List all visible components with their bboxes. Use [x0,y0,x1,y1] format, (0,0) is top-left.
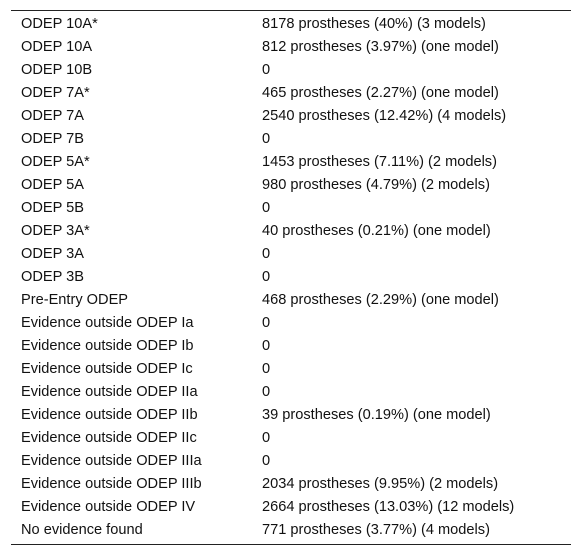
odep-level-cell: Evidence outside ODEP Ia [21,315,194,331]
prostheses-count-cell: 2540 prostheses (12.42%) (4 models) [262,108,507,124]
table-row: ODEP 5A* 1453 prostheses (7.11%) (2 model… [11,151,571,174]
odep-level-cell: Evidence outside ODEP IIIb [21,476,202,492]
table-row: Evidence outside ODEP IIIb 2034 prosthese… [11,473,571,496]
odep-rating-table: ODEP 10A* 8178 prostheses (40%) (3 models… [11,10,571,545]
odep-level-cell: Pre-Entry ODEP [21,292,129,308]
prostheses-count-cell: 2664 prostheses (13.03%) (12 models) [262,499,515,515]
prostheses-count-cell: 0 [262,361,271,377]
odep-level-cell: No evidence found [21,522,143,538]
table-row: No evidence found 771 prostheses (3.77%) … [11,519,571,545]
odep-level-cell: Evidence outside ODEP IIc [21,430,197,446]
prostheses-count-cell: 8178 prostheses (40%) (3 models) [262,16,486,32]
table-row: ODEP 3A 0 [11,243,571,266]
prostheses-count-cell: 2034 prostheses (9.95%) (2 models) [262,476,499,492]
table-row: ODEP 3B 0 [11,266,571,289]
odep-level-cell: ODEP 10A* [21,16,98,32]
odep-level-cell: ODEP 7A [21,108,84,124]
table-row: ODEP 10B 0 [11,59,571,82]
prostheses-count-cell: 0 [262,246,271,262]
odep-level-cell: ODEP 10A [21,39,93,55]
table-row: Evidence outside ODEP Ia 0 [11,312,571,335]
table-row: Evidence outside ODEP IV 2664 prostheses … [11,496,571,519]
prostheses-count-cell: 812 prostheses (3.97%) (one model) [262,39,499,55]
prostheses-count-cell: 0 [262,384,271,400]
odep-level-cell: ODEP 3A [21,246,84,262]
odep-level-cell: Evidence outside ODEP Ib [21,338,194,354]
table-row: ODEP 5A 980 prostheses (4.79%) (2 models) [11,174,571,197]
odep-level-cell: ODEP 5B [21,200,84,216]
prostheses-count-cell: 771 prostheses (3.77%) (4 models) [262,522,490,538]
prostheses-count-cell: 40 prostheses (0.21%) (one model) [262,223,491,239]
odep-level-cell: Evidence outside ODEP IIb [21,407,198,423]
table-row: ODEP 7A* 465 prostheses (2.27%) (one mode… [11,82,571,105]
prostheses-count-cell: 39 prostheses (0.19%) (one model) [262,407,491,423]
odep-table-container: ODEP 10A* 8178 prostheses (40%) (3 models… [11,10,571,545]
table-row: Pre-Entry ODEP 468 prostheses (2.29%) (on… [11,289,571,312]
table-row: ODEP 10A 812 prostheses (3.97%) (one mode… [11,36,571,59]
prostheses-count-cell: 0 [262,453,271,469]
prostheses-count-cell: 468 prostheses (2.29%) (one model) [262,292,499,308]
prostheses-count-cell: 0 [262,131,271,147]
prostheses-count-cell: 0 [262,200,271,216]
table-row: ODEP 7A 2540 prostheses (12.42%) (4 model… [11,105,571,128]
table-row: ODEP 7B 0 [11,128,571,151]
odep-level-cell: Evidence outside ODEP IIIa [21,453,202,469]
table-row: ODEP 3A* 40 prostheses (0.21%) (one model… [11,220,571,243]
odep-level-cell: ODEP 5A [21,177,84,193]
odep-level-cell: ODEP 7B [21,131,84,147]
table-body: ODEP 10A* 8178 prostheses (40%) (3 models… [11,11,571,545]
prostheses-count-cell: 465 prostheses (2.27%) (one model) [262,85,499,101]
table-row: Evidence outside ODEP Ib 0 [11,335,571,358]
prostheses-count-cell: 0 [262,269,271,285]
table-row: Evidence outside ODEP IIb 39 prostheses (… [11,404,571,427]
table-row: ODEP 5B 0 [11,197,571,220]
table-row: Evidence outside ODEP IIIa 0 [11,450,571,473]
odep-level-cell: Evidence outside ODEP IV [21,499,196,515]
table-row: ODEP 10A* 8178 prostheses (40%) (3 models… [11,11,571,36]
prostheses-count-cell: 0 [262,430,271,446]
prostheses-count-cell: 1453 prostheses (7.11%) (2 models) [262,154,497,170]
table-row: Evidence outside ODEP IIc 0 [11,427,571,450]
odep-level-cell: ODEP 3A* [21,223,90,239]
odep-level-cell: ODEP 7A* [21,85,90,101]
odep-level-cell: ODEP 3B [21,269,84,285]
odep-level-cell: Evidence outside ODEP Ic [21,361,193,377]
odep-level-cell: Evidence outside ODEP IIa [21,384,198,400]
odep-level-cell: ODEP 5A* [21,154,90,170]
prostheses-count-cell: 0 [262,315,271,331]
table-row: Evidence outside ODEP Ic 0 [11,358,571,381]
prostheses-count-cell: 0 [262,338,271,354]
odep-level-cell: ODEP 10B [21,62,93,78]
table-row: Evidence outside ODEP IIa 0 [11,381,571,404]
prostheses-count-cell: 980 prostheses (4.79%) (2 models) [262,177,490,193]
prostheses-count-cell: 0 [262,62,271,78]
